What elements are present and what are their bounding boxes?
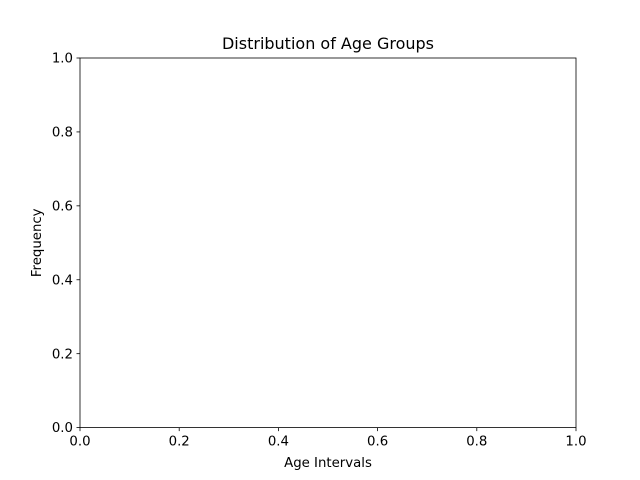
x-axis-label: Age Intervals <box>284 456 372 471</box>
x-tick-label: 0.8 <box>466 435 487 450</box>
y-axis-label: Frequency <box>30 208 45 277</box>
chart-title: Distribution of Age Groups <box>222 34 434 53</box>
x-tick-label: 0.4 <box>268 435 289 450</box>
y-tick-label: 0.4 <box>52 273 73 288</box>
y-tick-label: 0.2 <box>52 347 73 362</box>
x-tick-label: 0.2 <box>169 435 190 450</box>
y-tick-label: 0.6 <box>52 199 73 214</box>
axes-frame <box>79 57 577 429</box>
x-tick-label: 1.0 <box>565 435 586 450</box>
x-axis-ticks: 0.0 0.2 0.4 0.6 0.8 1.0 <box>69 427 587 450</box>
y-tick-label: 0.8 <box>52 126 73 141</box>
y-tick-label: 1.0 <box>52 52 73 67</box>
y-axis-ticks: 0.0 0.2 0.4 0.6 0.8 1.0 <box>52 52 80 436</box>
y-tick-label: 0.0 <box>52 421 73 436</box>
x-tick-label: 0.6 <box>367 435 388 450</box>
x-tick-label: 0.0 <box>69 435 90 450</box>
